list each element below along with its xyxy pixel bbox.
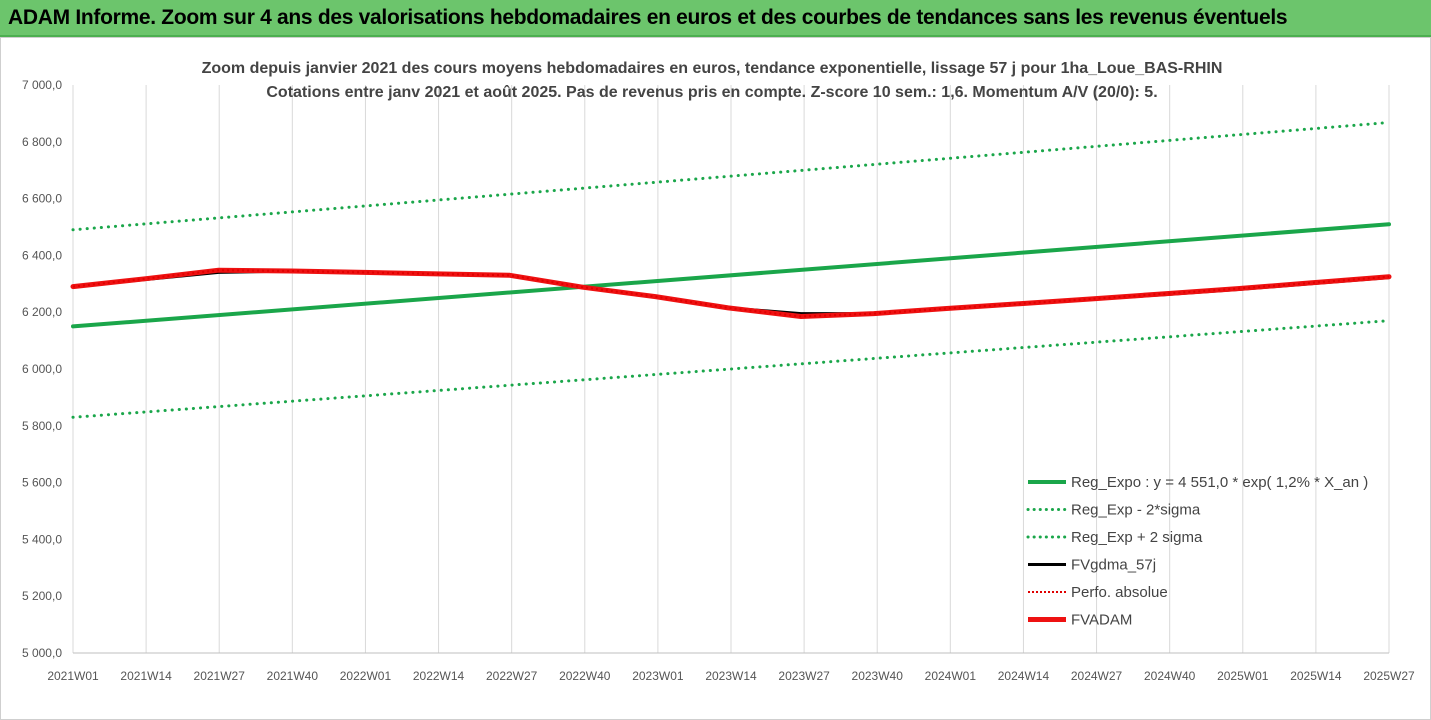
x-tick-label: 2022W40 [559,669,611,683]
x-tick-label: 2025W27 [1363,669,1415,683]
legend-entry: Reg_Exp - 2*sigma [1071,502,1201,519]
y-tick-label: 6 800,0 [22,135,62,149]
series-line [71,121,1391,232]
x-tick-label: 2024W27 [1071,669,1123,683]
chart-title: Zoom depuis janvier 2021 des cours moyen… [202,60,1223,101]
x-tick-label: 2023W01 [632,669,684,683]
x-tick-label: 2025W14 [1290,669,1342,683]
y-tick-label: 6 600,0 [22,192,62,206]
y-tick-label: 5 200,0 [22,589,62,603]
x-tick-label: 2023W27 [778,669,830,683]
x-tick-label: 2022W27 [486,669,538,683]
x-tick-label: 2023W14 [705,669,757,683]
y-tick-label: 7 000,0 [22,78,62,92]
x-axis: 2021W01 2021W14 2021W27 2021W40 2022W01 2022W… [47,669,1415,683]
x-tick-label: 2022W14 [413,669,465,683]
header-banner: ADAM Informe. Zoom sur 4 ans des valoris… [0,0,1431,37]
legend: Reg_Expo : y = 4 551,0 * exp( 1,2% * X_a… [1026,474,1368,629]
series-line [71,319,1391,419]
y-axis: 7 000,0 6 800,0 6 600,0 6 400,0 6 200,0 6 000… [22,78,62,660]
x-tick-label: 2022W01 [340,669,392,683]
x-tick-label: 2021W14 [120,669,172,683]
chart-title-line: Zoom depuis janvier 2021 des cours moyen… [202,60,1223,77]
x-tick-label: 2023W40 [852,669,904,683]
legend-entry: FVgdma_57j [1071,557,1156,574]
x-tick-label: 2021W01 [47,669,99,683]
y-tick-label: 5 800,0 [22,419,62,433]
legend-entry: Reg_Expo : y = 4 551,0 * exp( 1,2% * X_a… [1071,474,1368,491]
chart-title-line: Cotations entre janv 2021 et août 2025. … [266,84,1157,101]
x-tick-label: 2021W40 [267,669,319,683]
y-tick-label: 5 400,0 [22,532,62,546]
header-title: ADAM Informe. Zoom sur 4 ans des valoris… [8,6,1288,29]
grid [72,85,1390,654]
y-tick-label: 6 400,0 [22,248,62,262]
x-tick-label: 2024W40 [1144,669,1196,683]
legend-entry: Perfo. absolue [1071,584,1168,601]
y-tick-label: 6 000,0 [22,362,62,376]
x-tick-label: 2021W27 [194,669,246,683]
series-group [70,121,1392,419]
series-line [71,222,1391,329]
x-tick-label: 2024W14 [998,669,1050,683]
y-tick-label: 5 600,0 [22,476,62,490]
legend-entry: FVADAM [1071,612,1132,629]
x-tick-label: 2024W01 [925,669,977,683]
series-line [72,269,1390,318]
x-tick-label: 2025W01 [1217,669,1269,683]
y-tick-label: 5 000,0 [22,646,62,660]
legend-entry: Reg_Exp + 2 sigma [1071,529,1203,546]
y-tick-label: 6 200,0 [22,305,62,319]
